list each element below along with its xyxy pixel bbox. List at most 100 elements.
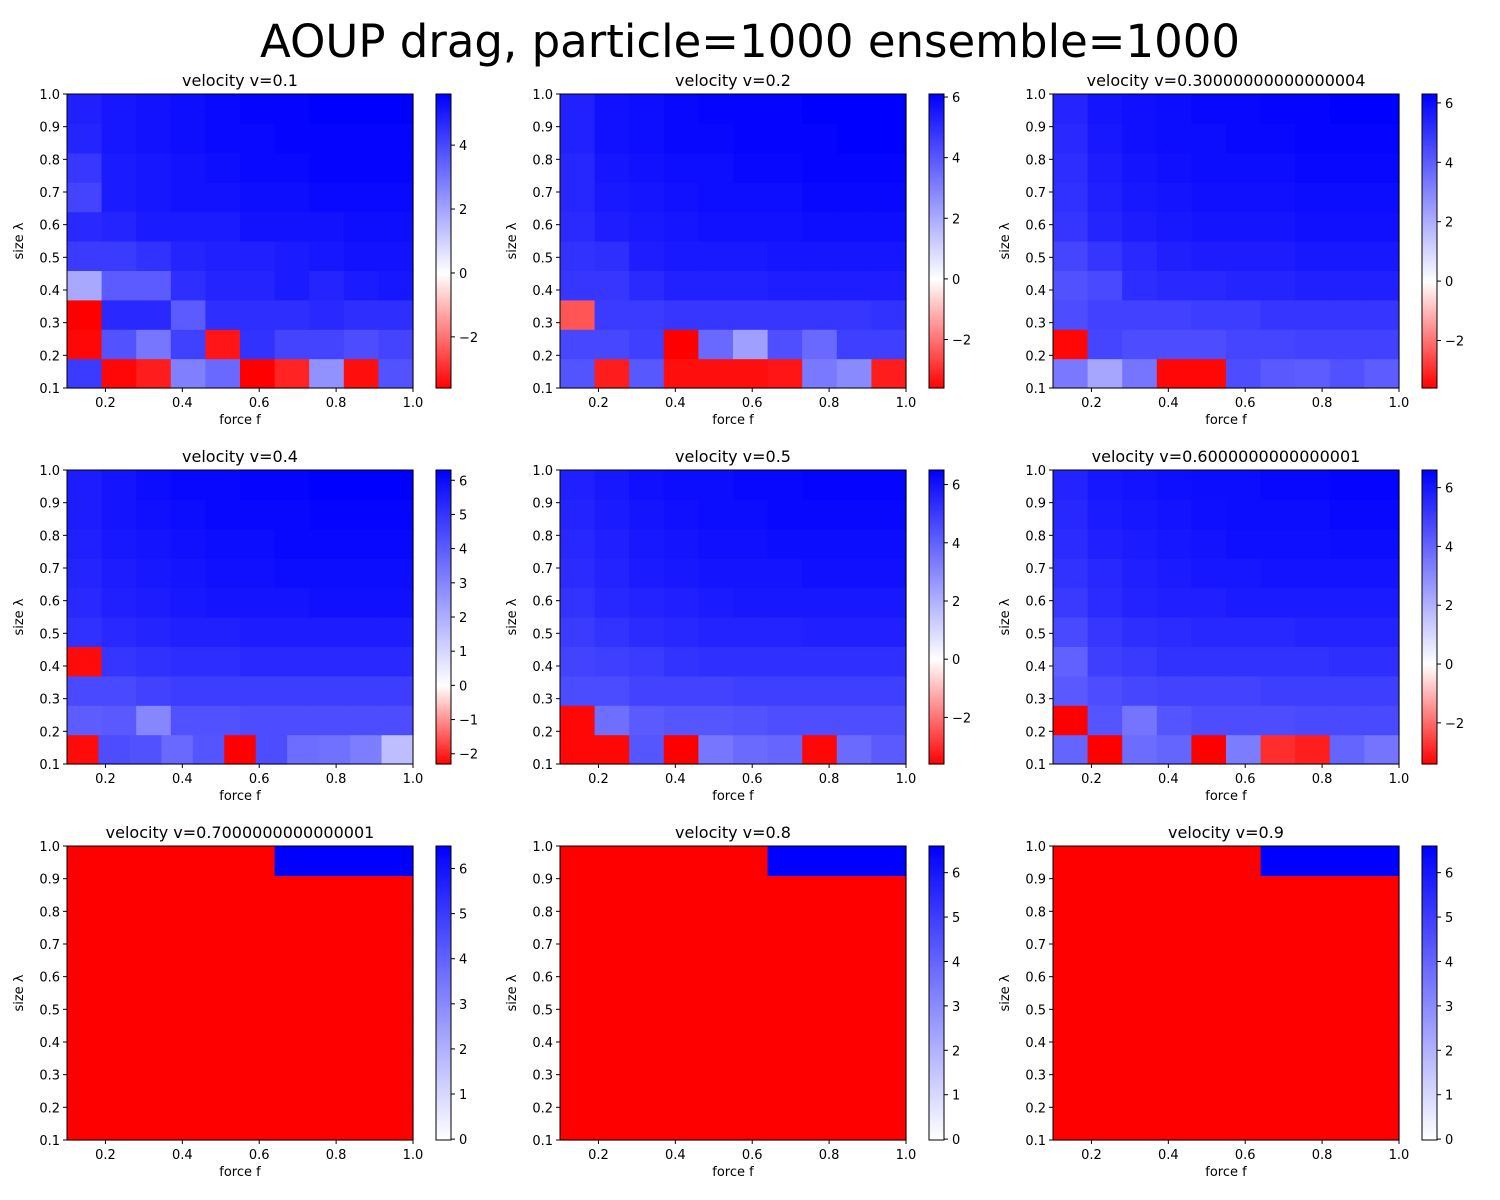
heatmap-cell bbox=[378, 528, 414, 559]
y-tick-label: 0.4 bbox=[39, 1036, 60, 1051]
colorbar-segment bbox=[436, 1029, 451, 1033]
heatmap-cell bbox=[871, 705, 907, 736]
x-tick-label: 0.6 bbox=[1235, 396, 1256, 411]
colorbar-segment bbox=[929, 741, 944, 745]
heatmap-cell bbox=[871, 558, 907, 589]
heatmap-cell bbox=[170, 152, 206, 183]
heatmap-cell bbox=[240, 993, 276, 1023]
colorbar-segment bbox=[436, 858, 451, 862]
colorbar-segment bbox=[1422, 734, 1437, 738]
colorbar-segment bbox=[436, 741, 451, 745]
heatmap-cell bbox=[836, 241, 872, 271]
heatmap-cell bbox=[767, 94, 803, 124]
colorbar-segment bbox=[1422, 702, 1437, 706]
colorbar-segment bbox=[436, 1105, 451, 1109]
colorbar-segment bbox=[929, 541, 944, 545]
colorbar-segment bbox=[436, 514, 451, 518]
colorbar-segment bbox=[929, 870, 944, 874]
colorbar-segment bbox=[1422, 1051, 1437, 1055]
colorbar-segment bbox=[1422, 1068, 1437, 1072]
colorbar-segment bbox=[929, 739, 944, 743]
heatmap-cell bbox=[101, 904, 137, 935]
colorbar-tick-label: 0 bbox=[1445, 1133, 1453, 1148]
heatmap-cell bbox=[1226, 587, 1262, 618]
heatmap-cell bbox=[1295, 646, 1331, 677]
colorbar-frame bbox=[435, 845, 452, 1141]
heatmap-cell bbox=[871, 1110, 907, 1141]
colorbar-segment bbox=[436, 216, 451, 220]
colorbar-segment bbox=[1422, 751, 1437, 755]
heatmap-cell bbox=[1260, 705, 1296, 736]
heatmap-cell bbox=[205, 993, 241, 1023]
heatmap-cell bbox=[378, 934, 414, 965]
colorbar-segment bbox=[1422, 1049, 1437, 1053]
colorbar-segment bbox=[929, 587, 944, 591]
heatmap-cell bbox=[733, 617, 769, 647]
colorbar-segment bbox=[929, 550, 944, 554]
colorbar-segment bbox=[436, 661, 451, 665]
colorbar-segment bbox=[929, 368, 944, 372]
heatmap-cell bbox=[802, 499, 838, 530]
colorbar-segment bbox=[1422, 1042, 1437, 1046]
colorbar-segment bbox=[1422, 978, 1437, 982]
heatmap-cell bbox=[1191, 1022, 1227, 1053]
colorbar-segment bbox=[436, 1115, 451, 1119]
colorbar-segment bbox=[1422, 152, 1437, 156]
colorbar-segment bbox=[436, 1024, 451, 1028]
colorbar-segment bbox=[1422, 231, 1437, 235]
colorbar-segment bbox=[436, 304, 451, 308]
heatmap-cell bbox=[205, 152, 241, 183]
heatmap-cell bbox=[205, 329, 241, 360]
colorbar-segment bbox=[1422, 966, 1437, 970]
heatmap-cell bbox=[629, 358, 665, 389]
colorbar-segment bbox=[1422, 477, 1437, 481]
colorbar-segment bbox=[1422, 526, 1437, 530]
colorbar-segment bbox=[1422, 641, 1437, 645]
colorbar-segment bbox=[1422, 1064, 1437, 1068]
heatmap-cell bbox=[1087, 558, 1123, 589]
colorbar-segment bbox=[929, 120, 944, 124]
colorbar-frame bbox=[1421, 469, 1438, 765]
colorbar-segment bbox=[929, 751, 944, 755]
colorbar-segment bbox=[929, 617, 944, 621]
heatmap-cell bbox=[767, 499, 803, 530]
colorbar-segment bbox=[929, 565, 944, 569]
colorbar-segment bbox=[929, 245, 944, 249]
colorbar-segment bbox=[436, 931, 451, 935]
colorbar-segment bbox=[436, 277, 451, 281]
colorbar-segment bbox=[1422, 282, 1437, 286]
colorbar-segment bbox=[436, 656, 451, 660]
heatmap-cell bbox=[343, 499, 379, 530]
heatmap-cell bbox=[1156, 470, 1192, 500]
colorbar-segment bbox=[929, 162, 944, 166]
colorbar-tick-label: −2 bbox=[459, 748, 478, 763]
colorbar-segment bbox=[1422, 931, 1437, 935]
colorbar-segment bbox=[929, 133, 944, 137]
colorbar-segment bbox=[929, 221, 944, 225]
heatmap-cell bbox=[101, 470, 137, 500]
heatmap-cell bbox=[1364, 587, 1400, 618]
heatmap-cell bbox=[1156, 299, 1192, 330]
heatmap-cell bbox=[871, 963, 907, 994]
colorbar-segment bbox=[436, 570, 451, 574]
heatmap-cell bbox=[343, 705, 379, 736]
heatmap-cell bbox=[1053, 617, 1089, 647]
colorbar-segment bbox=[436, 243, 451, 247]
colorbar-segment bbox=[929, 113, 944, 117]
heatmap-cell bbox=[871, 1022, 907, 1053]
colorbar-segment bbox=[1422, 182, 1437, 186]
colorbar-segment bbox=[436, 339, 451, 343]
heatmap-cell bbox=[802, 94, 838, 124]
colorbar-segment bbox=[929, 877, 944, 881]
colorbar-segment bbox=[436, 1071, 451, 1075]
heatmap-cell bbox=[1053, 558, 1089, 589]
heatmap-cell bbox=[733, 734, 769, 765]
heatmap-cell bbox=[1053, 152, 1089, 183]
colorbar-segment bbox=[1422, 192, 1437, 196]
colorbar-segment bbox=[929, 258, 944, 262]
heatmap-cell bbox=[836, 705, 872, 736]
y-tick-label: 0.8 bbox=[1025, 529, 1046, 544]
colorbar-segment bbox=[929, 563, 944, 567]
colorbar-segment bbox=[1422, 196, 1437, 200]
colorbar-segment bbox=[929, 848, 944, 852]
